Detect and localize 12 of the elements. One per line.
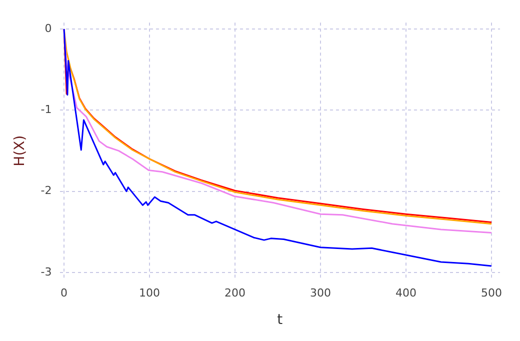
x-tick-label: 0 xyxy=(60,286,68,300)
y-axis-title: H(X) xyxy=(12,135,28,166)
x-tick-label: 300 xyxy=(310,286,331,300)
x-tick-label: 500 xyxy=(480,286,502,300)
y-tick-label: -3 xyxy=(40,265,52,278)
x-axis-title: t xyxy=(277,312,284,328)
x-tick-label: 200 xyxy=(224,286,246,300)
y-tick-label: -2 xyxy=(40,184,52,198)
y-tick-label: 0 xyxy=(44,22,52,35)
y-tick-label: -1 xyxy=(40,103,52,116)
x-tick-label: 400 xyxy=(395,286,416,300)
x-tick-label: 100 xyxy=(139,286,160,300)
